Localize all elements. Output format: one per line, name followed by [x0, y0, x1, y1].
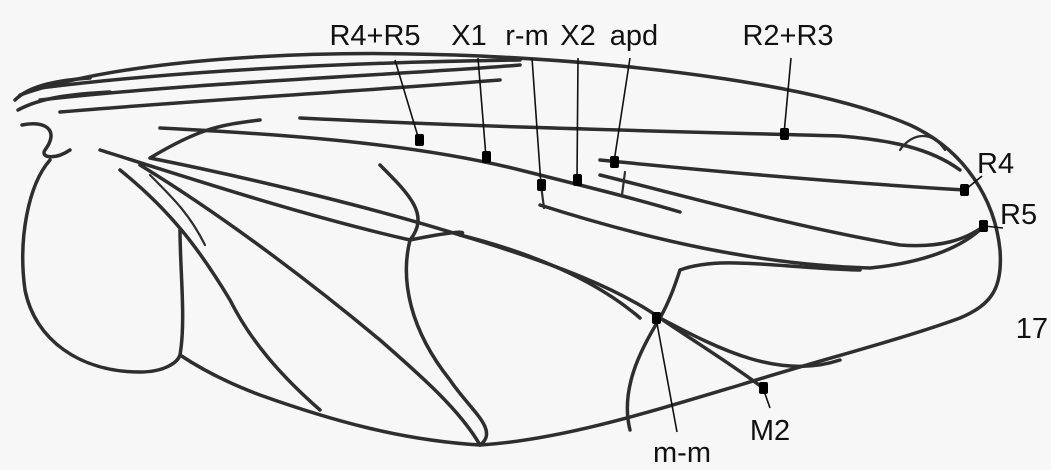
landmark-label: apd: [610, 20, 658, 52]
leader-line: [394, 59, 420, 141]
r5-lower: [538, 203, 986, 270]
landmark-dot: [780, 128, 789, 140]
r5: [598, 173, 986, 248]
r2-r3-cross: [898, 134, 947, 152]
figure-number: 17: [1016, 313, 1048, 345]
subcosta: [38, 63, 522, 102]
anal: [118, 168, 322, 412]
cross-b: [458, 233, 642, 320]
bm-cross: [404, 238, 489, 447]
landmark-dot: [759, 382, 768, 394]
alula-lobe: [21, 158, 185, 374]
cu-lower: [138, 163, 482, 447]
leader-line: [783, 57, 792, 135]
landmark-dot: [415, 134, 424, 146]
cu: [98, 148, 465, 242]
landmark-label: X2: [560, 20, 595, 52]
landmark-dot: [537, 179, 546, 191]
landmark-dot: [573, 174, 582, 186]
leader-line: [477, 57, 487, 158]
leader-line: [531, 57, 542, 186]
r1: [58, 78, 502, 114]
landmark-label: R4+R5: [329, 20, 420, 52]
landmark-label: R2+R3: [742, 20, 833, 52]
r2-r3: [298, 116, 962, 172]
wing: [13, 51, 1003, 447]
m2: [658, 316, 765, 390]
landmark-label: r-m: [505, 20, 548, 52]
wing-margin: [18, 51, 1003, 447]
landmark-label: M2: [750, 415, 790, 447]
alula-vein: [148, 173, 207, 247]
landmark-dot: [979, 220, 988, 232]
landmark-label: R4: [977, 148, 1014, 180]
landmark-dot: [652, 312, 661, 324]
landmark-dot: [610, 156, 619, 168]
m-m-cross: [625, 316, 662, 432]
leader-line: [655, 317, 678, 433]
landmark-label: X1: [451, 20, 486, 52]
r4-r5: [158, 126, 682, 214]
cross-a: [378, 163, 420, 242]
leader-line: [576, 57, 579, 181]
landmark-dot: [960, 184, 969, 196]
m-upper: [658, 261, 862, 320]
apd-stub: [620, 170, 627, 197]
costa: [38, 58, 522, 90]
landmark-dot: [482, 151, 491, 163]
leader-line: [613, 57, 631, 163]
labels: R4+R5 X1 r-m X2 apd R2+R3 R4 R5 m-m M2 1…: [329, 20, 1048, 469]
landmark-label: m-m: [653, 437, 711, 469]
landmarks: [415, 128, 988, 394]
landmark-label: R5: [1000, 199, 1037, 231]
r4: [598, 158, 967, 192]
